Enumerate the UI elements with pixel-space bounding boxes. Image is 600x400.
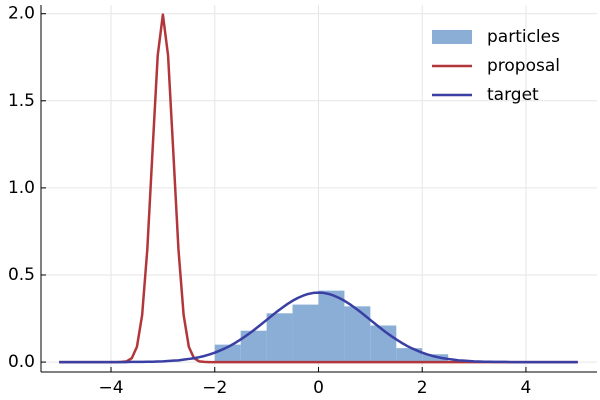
hist-bar (318, 290, 345, 363)
x-tick-label: −4 (98, 378, 123, 398)
y-tick-label: 0.5 (8, 265, 35, 285)
legend: particles proposal target (432, 27, 560, 105)
hist-bar (344, 306, 371, 363)
y-tick-label: 1.0 (8, 178, 35, 198)
hist-bar (422, 354, 449, 363)
y-tick-label: 2.0 (8, 4, 35, 24)
hist-bar (396, 348, 423, 363)
hist-bar (292, 304, 319, 363)
legend-label: proposal (487, 56, 560, 76)
hist-bar (266, 313, 293, 363)
x-tick-label: 4 (521, 378, 532, 398)
y-tick-label: 1.5 (8, 91, 35, 111)
x-tick-label: 2 (417, 378, 428, 398)
legend-label: particles (487, 27, 560, 47)
x-tick-label: 0 (313, 378, 324, 398)
x-tick-label: −2 (202, 378, 227, 398)
legend-swatch (432, 30, 472, 44)
legend-label: target (487, 85, 539, 105)
y-tick-label: 0.0 (8, 352, 35, 372)
line (59, 291, 578, 364)
